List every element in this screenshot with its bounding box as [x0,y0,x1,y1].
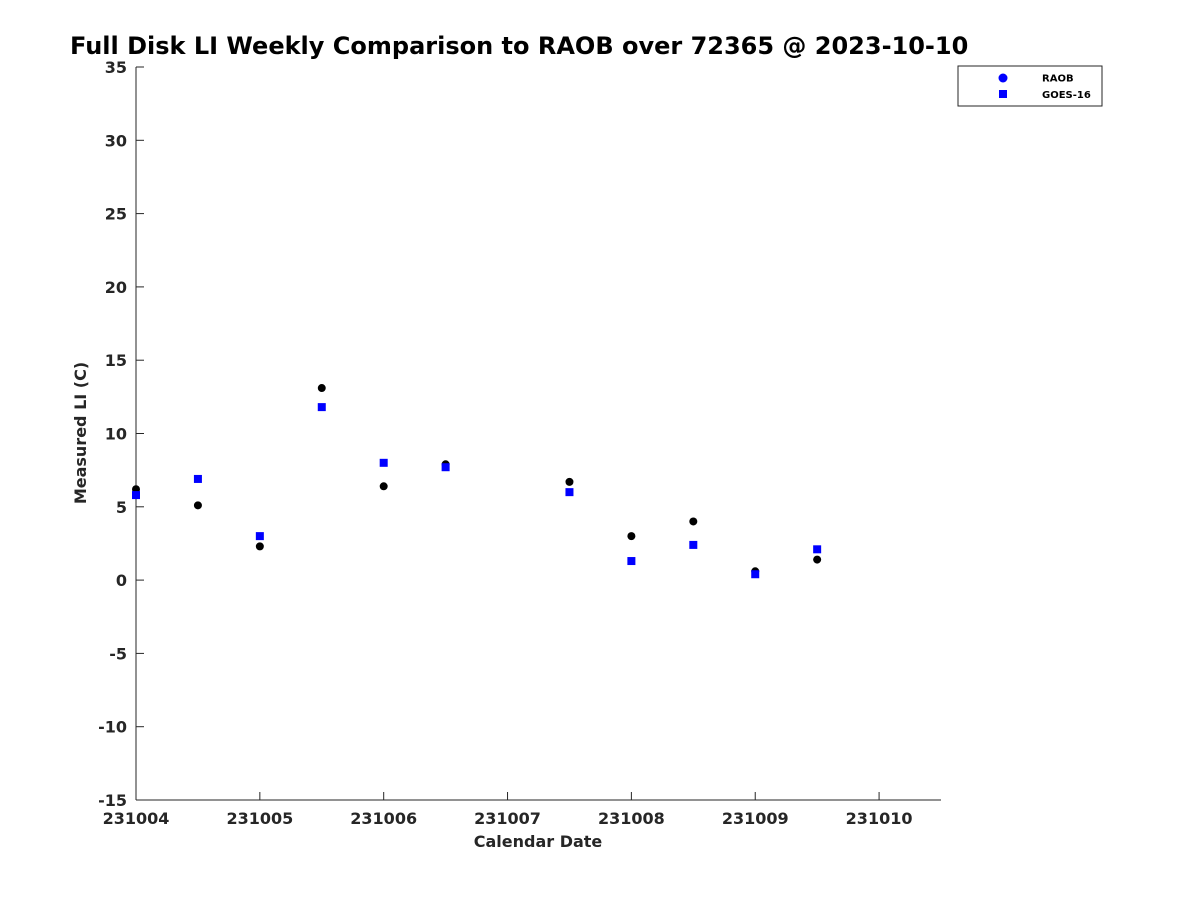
x-ticks: 231004 231005 231006 231007 231008 231009 2310… [103,792,913,828]
y-tick-label: 10 [105,425,127,444]
raob-point [255,542,264,551]
legend-box [957,65,1103,107]
y-tick-label: 5 [116,498,127,517]
goes16-point [689,540,698,549]
goes16-point [317,403,326,412]
y-tick-label: -10 [98,718,127,737]
y-tick-label: 20 [105,278,127,297]
goes16-point [441,463,450,472]
y-tick-label: 0 [116,571,127,590]
legend-raob-marker [998,73,1008,83]
x-tick-label: 231009 [722,809,789,828]
legend-raob-label: RAOB [1042,74,1074,85]
raob-point [193,501,202,510]
y-tick-label: -15 [98,791,127,810]
legend: RAOB GOES-16 [957,65,1103,107]
legend-goes16-marker [999,90,1007,98]
y-tick-label: 30 [105,131,127,150]
goes16-point [813,545,822,554]
x-tick-label: 231004 [103,809,170,828]
x-tick-label: 231005 [226,809,293,828]
y-tick-label: -5 [109,644,127,663]
y-axis-label: Measured LI (C) [71,362,90,504]
x-axis-label: Calendar Date [474,832,603,851]
chart-title: Full Disk LI Weekly Comparison to RAOB o… [70,32,968,60]
y-tick-label: 25 [105,205,127,224]
x-tick-label: 231008 [598,809,665,828]
goes16-point [255,532,264,541]
raob-point [689,517,698,526]
raob-point [627,532,636,541]
x-tick-label: 231010 [846,809,913,828]
axes [135,67,941,801]
raob-point [317,384,326,393]
x-tick-label: 231007 [474,809,541,828]
y-ticks: 35 30 25 20 15 10 5 0 -5 -10 -15 [98,58,144,810]
goes16-point [627,557,636,566]
legend-goes16-label: GOES-16 [1042,90,1091,101]
y-tick-label: 15 [105,351,127,370]
raob-point [565,477,574,486]
goes16-point [379,458,388,467]
raob-point [813,555,822,564]
raob-point [379,482,388,491]
goes16-point [751,570,760,579]
goes16-point [565,488,574,497]
goes16-point [193,474,202,483]
data-points [132,384,822,579]
x-tick-label: 231006 [350,809,417,828]
y-tick-label: 35 [105,58,127,77]
goes16-point [132,491,140,500]
